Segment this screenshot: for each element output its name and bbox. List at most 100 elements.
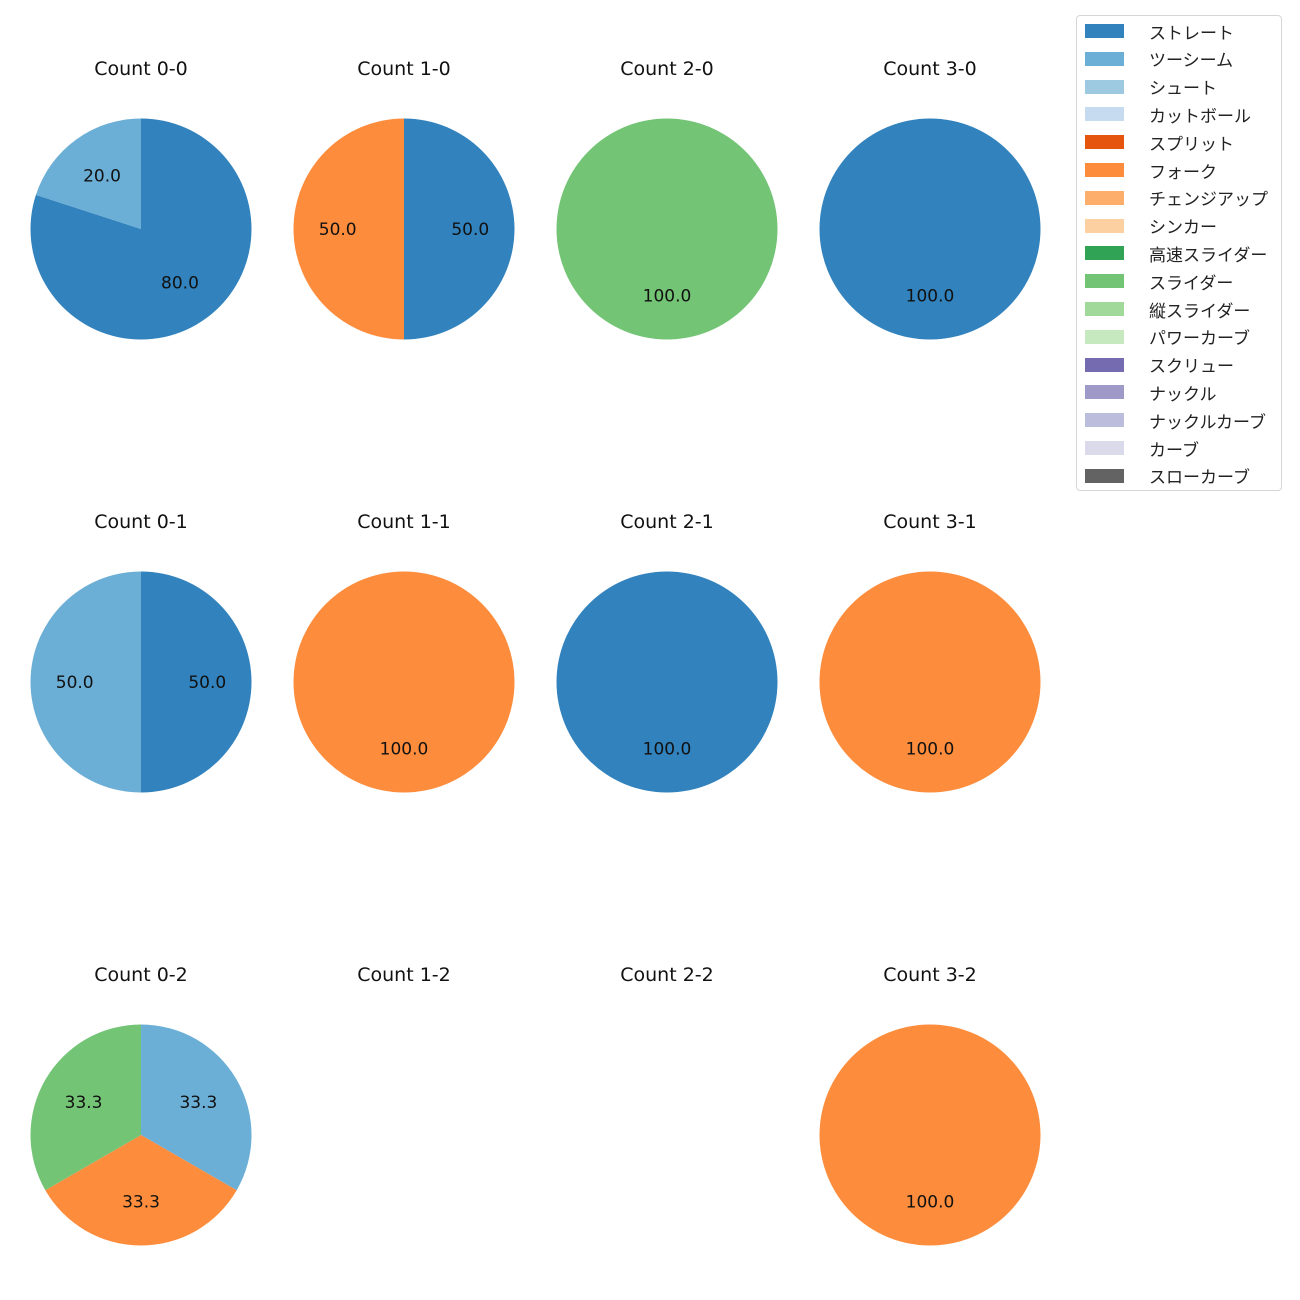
- pie-title: Count 1-2: [357, 964, 451, 986]
- pie-title: Count 2-0: [620, 58, 714, 80]
- legend-label: シンカー: [1149, 218, 1217, 239]
- legend-label: ナックル: [1149, 384, 1217, 405]
- legend-swatch: [1085, 274, 1124, 289]
- pie-count-3-0: Count 3-0 100.0: [819, 58, 1041, 340]
- pie-title: Count 1-0: [357, 58, 451, 80]
- slice-label: 50.0: [451, 220, 489, 240]
- legend-label: 縦スライダー: [1149, 301, 1251, 322]
- legend-label: スクリュー: [1149, 357, 1234, 378]
- legend-label: パワーカーブ: [1149, 329, 1250, 350]
- pie-title: Count 3-0: [883, 58, 977, 80]
- pie-slice: [819, 571, 1041, 793]
- slice-label: 33.3: [179, 1093, 217, 1113]
- slice-label: 100.0: [380, 739, 429, 759]
- legend-item: チェンジアップ: [1085, 188, 1268, 211]
- legend-item: ストレート: [1085, 21, 1234, 44]
- pie-slice: [30, 1024, 141, 1191]
- legend-label: ツーシーム: [1149, 51, 1234, 72]
- legend-swatch: [1085, 385, 1124, 400]
- pie-count-0-0: Count 0-0 80.0 20.0: [30, 58, 252, 340]
- legend-label: スローカーブ: [1149, 468, 1250, 489]
- pie-title: Count 2-1: [620, 511, 714, 533]
- slice-label: 20.0: [83, 166, 121, 186]
- pie-title: Count 2-2: [620, 964, 714, 986]
- legend-item: スプリット: [1085, 132, 1234, 155]
- legend-item: スライダー: [1085, 271, 1234, 294]
- pie-slice: [556, 571, 778, 793]
- legend-swatch: [1085, 357, 1124, 372]
- legend-swatch: [1085, 24, 1124, 38]
- legend-item: スクリュー: [1085, 355, 1234, 378]
- legend-item: 高速スライダー: [1085, 243, 1268, 266]
- legend-label: カーブ: [1149, 440, 1199, 461]
- pie-count-0-2: Count 0-2 33.3 33.3 33.3: [30, 964, 252, 1246]
- pie-title: Count 3-1: [883, 511, 977, 533]
- legend-item: 縦スライダー: [1085, 299, 1251, 322]
- pie-title: Count 3-2: [883, 964, 977, 986]
- slice-label: 33.3: [122, 1192, 160, 1212]
- legend: ストレートツーシームシュートカットボール スプリットフォークチェンジアップ シンカー…: [1076, 15, 1282, 491]
- pie-slice: [30, 571, 142, 793]
- legend-label: 高速スライダー: [1149, 245, 1268, 266]
- legend-item: フォーク: [1085, 160, 1217, 183]
- legend-item: シュート: [1085, 77, 1217, 100]
- slice-label: 50.0: [319, 220, 357, 240]
- legend-item: パワーカーブ: [1085, 327, 1250, 350]
- slice-label: 100.0: [906, 1192, 955, 1212]
- pie-title: Count 0-0: [94, 58, 188, 80]
- pie-count-3-2: Count 3-2 100.0: [819, 964, 1041, 1246]
- slice-label: 50.0: [188, 673, 226, 693]
- pie-count-1-1: Count 1-1 100.0: [293, 511, 515, 793]
- legend-item: ナックル: [1085, 382, 1217, 405]
- slice-label: 100.0: [906, 739, 955, 759]
- pie-count-2-0: Count 2-0 100.0: [556, 58, 778, 340]
- legend-swatch: [1085, 218, 1124, 233]
- pie-slice: [141, 571, 252, 793]
- pie-slice: [819, 1024, 1041, 1246]
- pie-slice: [45, 1135, 237, 1246]
- legend-swatch: [1085, 246, 1124, 261]
- pie-count-2-1: Count 2-1 100.0: [556, 511, 778, 793]
- legend-item: カットボール: [1085, 104, 1251, 127]
- legend-swatch: [1085, 329, 1124, 344]
- legend-label: スライダー: [1149, 273, 1234, 294]
- legend-item: ツーシーム: [1085, 49, 1234, 72]
- legend-swatch: [1085, 302, 1124, 316]
- legend-label: シュート: [1149, 79, 1217, 100]
- legend-label: スプリット: [1149, 134, 1234, 155]
- slice-label: 100.0: [643, 739, 692, 759]
- legend-swatch: [1085, 163, 1124, 177]
- pie-count-1-0: Count 1-0 50.0 50.0: [293, 58, 515, 340]
- legend-item: カーブ: [1085, 438, 1199, 461]
- slice-label: 33.3: [65, 1093, 103, 1113]
- legend-label: カットボール: [1149, 106, 1251, 127]
- legend-swatch: [1085, 107, 1124, 122]
- pie-slice: [293, 571, 515, 793]
- legend-item: ナックルカーブ: [1085, 410, 1266, 433]
- pie-slice: [404, 118, 515, 340]
- legend-label: フォーク: [1149, 162, 1217, 183]
- slice-label: 80.0: [161, 274, 199, 294]
- pie-slice: [293, 118, 404, 340]
- legend-swatch: [1085, 413, 1124, 428]
- slice-label: 50.0: [56, 673, 94, 693]
- legend-swatch: [1085, 441, 1124, 455]
- pie-count-2-2: Count 2-2: [620, 964, 714, 986]
- pie-title: Count 1-1: [357, 511, 451, 533]
- pie-count-3-1: Count 3-1 100.0: [819, 511, 1041, 793]
- legend-swatch: [1085, 468, 1124, 483]
- pie-title: Count 0-2: [94, 964, 188, 986]
- legend-swatch: [1085, 79, 1124, 94]
- legend-label: ストレート: [1149, 23, 1234, 44]
- pie-slice: [35, 118, 141, 229]
- legend-item: シンカー: [1085, 216, 1217, 239]
- legend-label: ナックルカーブ: [1149, 412, 1266, 433]
- legend-swatch: [1085, 51, 1124, 66]
- slice-label: 100.0: [643, 286, 692, 306]
- legend-label: チェンジアップ: [1149, 190, 1268, 211]
- pie-count-0-1: Count 0-1 50.0 50.0: [30, 511, 252, 793]
- pie-slice: [141, 1024, 252, 1191]
- legend-item: スローカーブ: [1085, 466, 1250, 489]
- pie-title: Count 0-1: [94, 511, 188, 533]
